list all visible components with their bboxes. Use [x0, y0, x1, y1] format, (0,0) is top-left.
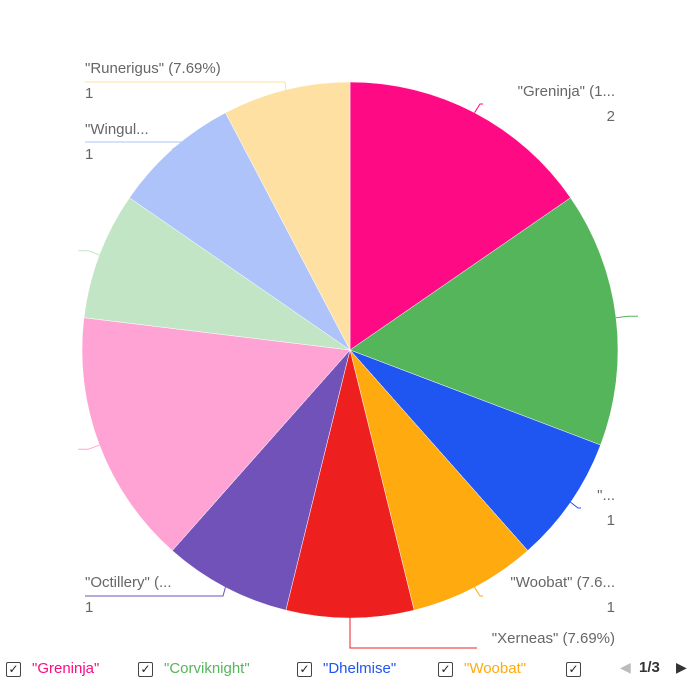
pie-slice[interactable]	[349, 197, 619, 446]
legend-label: "Corviknight"	[164, 660, 250, 677]
legend-pager: ◀ 1/3 ▶	[620, 658, 692, 680]
pie-slice[interactable]	[129, 112, 351, 351]
pie-slice[interactable]	[349, 349, 529, 611]
checkbox-icon[interactable]: ✓	[297, 662, 312, 677]
slice-label: "Xerneas" (7.69%)	[492, 630, 615, 647]
legend-label: "Greninja"	[32, 660, 100, 677]
page-indicator: 1/3	[639, 659, 660, 676]
leader-line	[85, 141, 185, 150]
leader-line	[570, 501, 581, 509]
legend-label: "Dhelmise"	[323, 660, 397, 677]
checkbox-icon[interactable]: ✓	[6, 662, 21, 677]
slice-value-label: 1	[607, 599, 615, 616]
pie-chart: "Greninja" (1... 2 "... 1 "Woobat" (7.6... 1 "…	[78, 60, 638, 649]
checkbox-icon[interactable]: ✓	[438, 662, 453, 677]
pie-slice[interactable]	[349, 81, 571, 351]
slice-value-label: 1	[85, 85, 93, 102]
slice-label: "Greninja" (1...	[518, 83, 615, 100]
legend-label: "Woobat"	[464, 660, 527, 677]
slice-label: "Woobat" (7.6...	[510, 574, 615, 591]
leader-line	[349, 618, 477, 649]
leader-line	[78, 250, 100, 256]
pie-slice[interactable]	[81, 317, 351, 551]
pie-slice[interactable]	[225, 81, 351, 351]
slice-label: "Octillery" (...	[85, 574, 171, 591]
slice-label: "...	[597, 487, 615, 504]
chevron-left-icon[interactable]: ◀	[620, 659, 631, 675]
legend: ✓ "Greninja" ✓ "Corviknight" ✓ "Dhelmise…	[0, 655, 700, 685]
checkbox-icon[interactable]: ✓	[138, 662, 153, 677]
slice-label: "Wingul...	[85, 121, 149, 138]
slice-label: "Runerigus" (7.69%)	[85, 60, 221, 77]
leader-line	[78, 444, 100, 450]
checkbox-icon[interactable]: ✓	[566, 662, 581, 677]
pie-slice[interactable]	[285, 349, 415, 619]
pie-slice[interactable]	[171, 349, 351, 611]
leader-line	[474, 587, 483, 597]
leader-line	[615, 315, 638, 319]
slice-value-label: 2	[607, 108, 615, 125]
leader-line	[85, 587, 226, 597]
slice-value-label: 1	[607, 512, 615, 529]
leader-line	[85, 81, 287, 90]
slice-value-label: 1	[85, 599, 93, 616]
pie-slice[interactable]	[349, 349, 601, 551]
slice-value-label: 1	[85, 146, 93, 163]
leader-line	[474, 103, 483, 113]
chevron-right-icon[interactable]: ▶	[676, 659, 687, 675]
